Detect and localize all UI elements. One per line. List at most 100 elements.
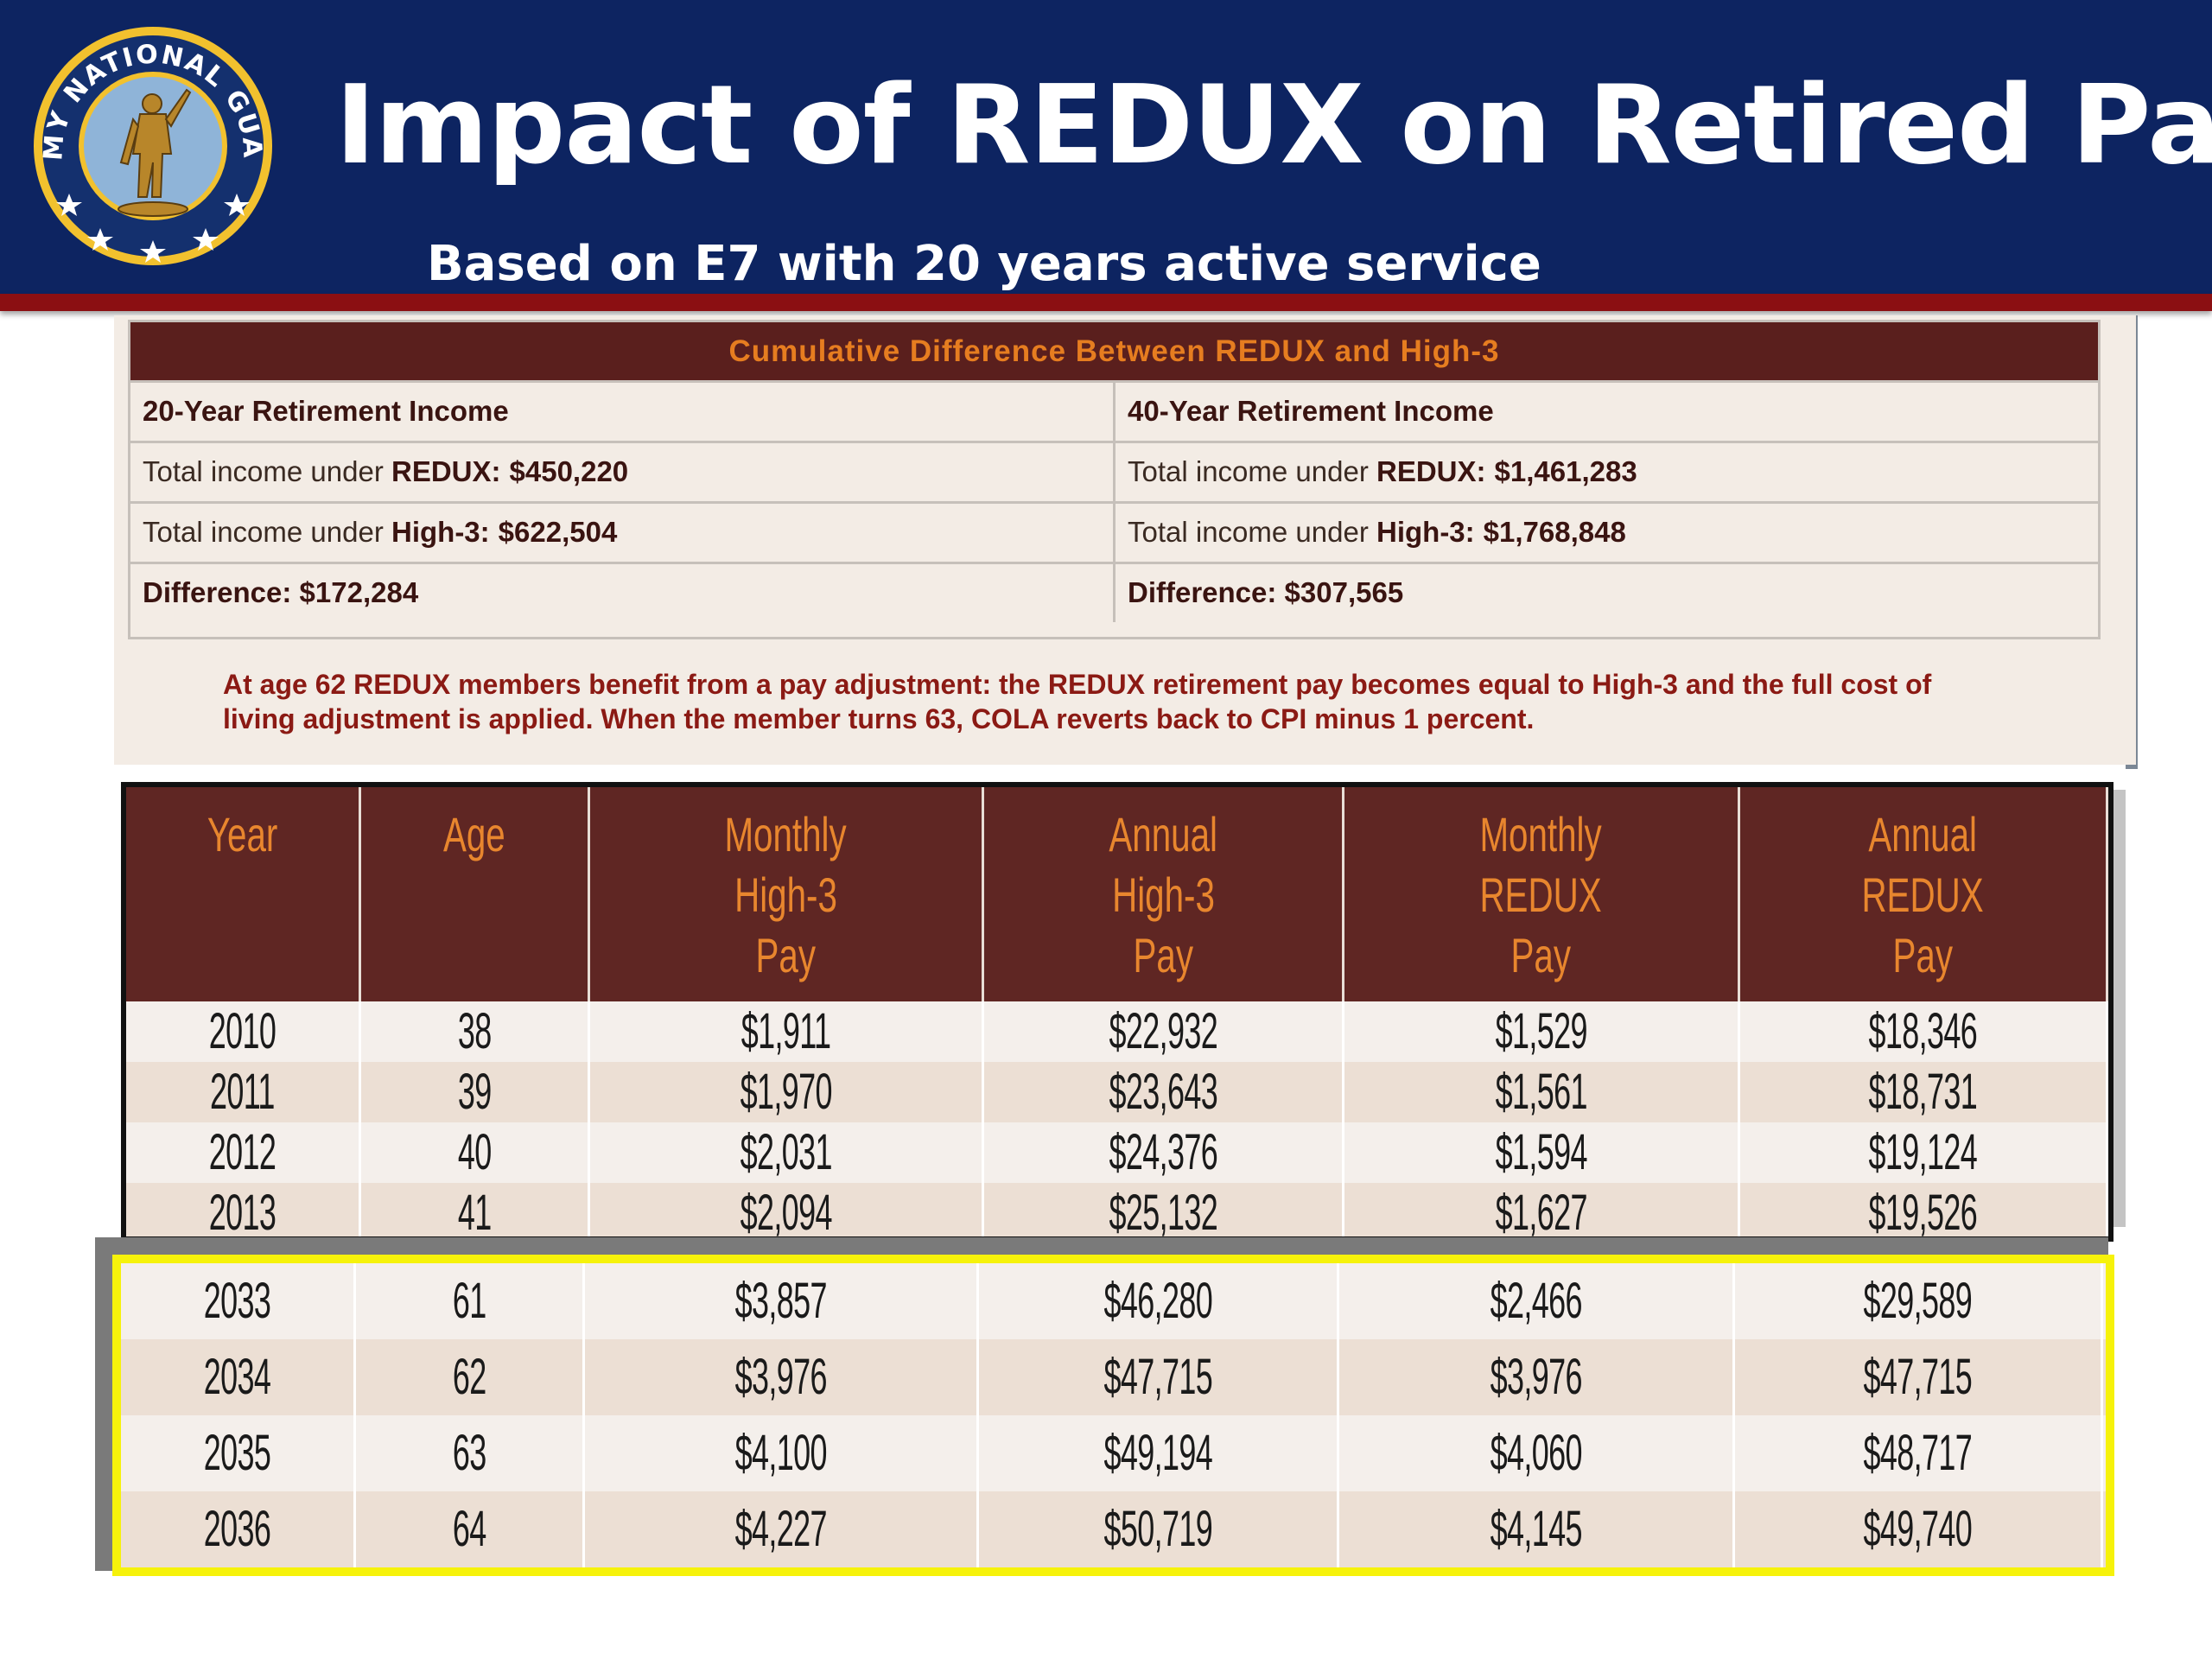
- cell-value: $3,976: [1490, 1349, 1582, 1405]
- table-row: 2012 40 $2,031 $24,376 $1,594 $19,124: [126, 1122, 2108, 1183]
- cell-annual-high3-pay: $49,194: [979, 1415, 1339, 1491]
- cell-year: 2012: [126, 1122, 361, 1183]
- summary-left-redux: Total income under REDUX: $450,220: [130, 443, 1116, 501]
- cell-value: $4,145: [1490, 1501, 1582, 1557]
- highlighted-pay-table: 2033 61 $3,857 $46,280 $2,466 $29,589 2034 62 $3…: [112, 1255, 2114, 1576]
- cell-value: $50,719: [1103, 1501, 1212, 1557]
- cell-year: 2036: [121, 1491, 356, 1567]
- table-row: 2035 63 $4,100 $49,194 $4,060 $48,717: [121, 1415, 2106, 1491]
- column-header-line: Monthly: [1479, 807, 1603, 861]
- cell-value: 61: [452, 1273, 486, 1329]
- cell-age: 63: [356, 1415, 585, 1491]
- cell-value: 39: [457, 1064, 492, 1120]
- cell-value: $2,031: [740, 1124, 832, 1180]
- cell-annual-redux-pay: $19,124: [1740, 1122, 2108, 1183]
- cell-age: 64: [356, 1491, 585, 1567]
- cell-value: $1,911: [741, 1003, 831, 1059]
- cell-value: $19,124: [1868, 1124, 1978, 1180]
- cell-monthly-high3-pay: $4,100: [585, 1415, 979, 1491]
- cell-annual-high3-pay: $50,719: [979, 1491, 1339, 1567]
- column-header-line: High-3: [734, 868, 837, 922]
- cell-monthly-high3-pay: $2,031: [590, 1122, 984, 1183]
- cell-year: 2010: [126, 1001, 361, 1062]
- table-row: 2036 64 $4,227 $50,719 $4,145 $49,740: [121, 1491, 2106, 1567]
- cell-value: 62: [452, 1349, 486, 1405]
- header-divider: [0, 294, 2212, 311]
- table-row: 2034 62 $3,976 $47,715 $3,976 $47,715: [121, 1339, 2106, 1415]
- cell-value: 2035: [203, 1425, 271, 1481]
- column-header-line: High-3: [1111, 868, 1215, 922]
- cell-monthly-redux-pay: $2,466: [1339, 1263, 1735, 1339]
- cell-year: 2035: [121, 1415, 356, 1491]
- cell-value: $1,594: [1495, 1124, 1587, 1180]
- cell-annual-high3-pay: $25,132: [984, 1183, 1344, 1236]
- cell-value: 2036: [203, 1501, 271, 1557]
- cell-value: $22,932: [1109, 1003, 1217, 1059]
- column-header-line: Annual: [1868, 807, 1978, 861]
- cell-age: 39: [361, 1062, 590, 1122]
- column-header-line: Monthly: [724, 807, 848, 861]
- cell-monthly-high3-pay: $3,857: [585, 1263, 979, 1339]
- summary-left-high3: Total income under High-3: $622,504: [130, 504, 1116, 562]
- cell-value: $23,643: [1109, 1064, 1217, 1120]
- redux-adjustment-note: At age 62 REDUX members benefit from a p…: [223, 669, 1932, 734]
- cell-monthly-high3-pay: $3,976: [585, 1339, 979, 1415]
- cell-value: $47,715: [1863, 1349, 1973, 1405]
- cell-value: $1,529: [1495, 1003, 1587, 1059]
- column-header-monthly-redux-pay: Monthly REDUX Pay: [1344, 787, 1740, 1001]
- cumulative-difference-heading: Cumulative Difference Between REDUX and …: [130, 322, 2098, 380]
- column-header-line: Pay: [1892, 928, 1954, 982]
- cell-value: 38: [457, 1003, 492, 1059]
- cell-monthly-redux-pay: $1,529: [1344, 1001, 1740, 1062]
- cell-value: $47,715: [1103, 1349, 1212, 1405]
- cell-value: $4,060: [1490, 1425, 1582, 1481]
- cell-value: 63: [452, 1425, 486, 1481]
- cell-monthly-redux-pay: $1,594: [1344, 1122, 1740, 1183]
- summary-left-title: 20-Year Retirement Income: [130, 383, 1116, 441]
- summary-right-difference: Difference: $307,565: [1128, 576, 1404, 608]
- cell-monthly-redux-pay: $1,561: [1344, 1062, 1740, 1122]
- cell-value: 2033: [203, 1273, 271, 1329]
- cell-value: $3,976: [734, 1349, 827, 1405]
- table-row: 2010 38 $1,911 $22,932 $1,529 $18,346: [126, 1001, 2108, 1062]
- cell-value: $49,194: [1103, 1425, 1212, 1481]
- cell-value: $29,589: [1863, 1273, 1973, 1329]
- cell-annual-high3-pay: $47,715: [979, 1339, 1339, 1415]
- cell-value: $1,970: [740, 1064, 832, 1120]
- cell-annual-redux-pay: $18,346: [1740, 1001, 2108, 1062]
- cumulative-difference-table: Cumulative Difference Between REDUX and …: [128, 320, 2101, 639]
- cell-year: 2033: [121, 1263, 356, 1339]
- column-header-line: Pay: [755, 928, 817, 982]
- cell-year: 2011: [126, 1062, 361, 1122]
- summary-row-redux: Total income under REDUX: $450,220 Total …: [130, 441, 2098, 501]
- cell-value: $2,466: [1490, 1273, 1582, 1329]
- cell-value: 2013: [208, 1185, 276, 1241]
- summary-left-difference: Difference: $172,284: [130, 564, 1116, 622]
- summary-right-title: 40-Year Retirement Income: [1128, 395, 1494, 427]
- cell-monthly-high3-pay: $4,227: [585, 1491, 979, 1567]
- cell-value: 40: [457, 1124, 492, 1180]
- cell-annual-redux-pay: $18,731: [1740, 1062, 2108, 1122]
- cell-year: 2013: [126, 1183, 361, 1241]
- cell-value: $46,280: [1103, 1273, 1212, 1329]
- column-header-line: Pay: [1510, 928, 1572, 982]
- cell-value: $3,857: [734, 1273, 827, 1329]
- cell-value: $1,561: [1495, 1064, 1587, 1120]
- column-header-annual-redux-pay: Annual REDUX Pay: [1740, 787, 2108, 1001]
- cell-age: 61: [356, 1263, 585, 1339]
- column-header-annual-high3-pay: Annual High-3 Pay: [984, 787, 1344, 1001]
- summary-right-redux: Total income under REDUX: $1,461,283: [1128, 455, 1637, 487]
- column-header-line: Age: [443, 807, 505, 861]
- column-header-year: Year: [126, 787, 361, 1001]
- cell-value: $19,526: [1868, 1185, 1978, 1241]
- cell-monthly-redux-pay: $3,976: [1339, 1339, 1735, 1415]
- cell-age: 62: [356, 1339, 585, 1415]
- cell-monthly-redux-pay: $4,145: [1339, 1491, 1735, 1567]
- column-header-line: Year: [207, 807, 278, 861]
- cell-annual-high3-pay: $23,643: [984, 1062, 1344, 1122]
- cell-age: 38: [361, 1001, 590, 1062]
- slide-subtitle: Based on E7 with 20 years active service: [427, 236, 1541, 292]
- table-row: 2011 39 $1,970 $23,643 $1,561 $18,731: [126, 1062, 2108, 1122]
- column-header-line: REDUX: [1861, 868, 1985, 922]
- army-national-guard-seal-icon: ARMY NATIONAL GUARD: [31, 24, 272, 265]
